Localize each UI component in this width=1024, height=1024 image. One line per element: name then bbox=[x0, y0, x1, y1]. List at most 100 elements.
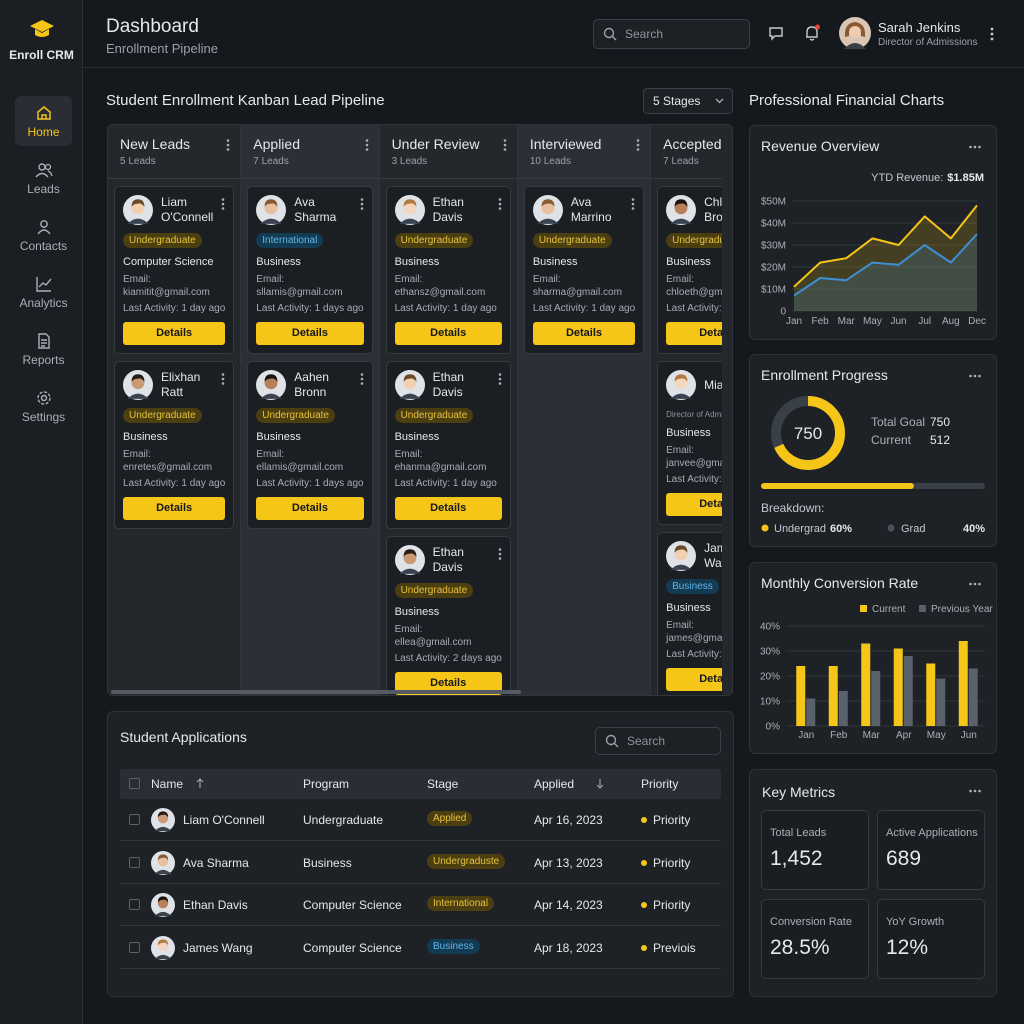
x-tick-label: Jan bbox=[786, 316, 802, 327]
notifications-icon[interactable] bbox=[802, 23, 822, 43]
lead-program: Business bbox=[666, 256, 711, 268]
more-menu[interactable] bbox=[968, 581, 982, 587]
stage-filter-label: 5 Stages bbox=[653, 94, 701, 108]
details-button[interactable]: Details bbox=[532, 322, 636, 345]
avatar-face bbox=[674, 201, 688, 215]
more-menu[interactable] bbox=[364, 138, 370, 152]
card-header: Mia Lee bbox=[666, 369, 722, 401]
details-button[interactable]: Details bbox=[123, 497, 226, 520]
search-box[interactable]: Search bbox=[593, 19, 750, 49]
more-menu[interactable] bbox=[497, 547, 503, 561]
applied-date: Apr 13, 2023 bbox=[534, 855, 603, 870]
row-checkbox[interactable] bbox=[129, 856, 140, 868]
bar bbox=[828, 666, 838, 726]
nav-home[interactable]: Home bbox=[15, 96, 72, 146]
more-menu[interactable] bbox=[968, 144, 982, 150]
details-button[interactable]: Details bbox=[256, 322, 364, 345]
more-menu[interactable] bbox=[359, 372, 365, 386]
avatar bbox=[666, 195, 697, 225]
user-role: Director of Admissions bbox=[878, 37, 978, 48]
details-button[interactable]: Details bbox=[394, 672, 502, 695]
applications-search[interactable]: Search bbox=[595, 727, 721, 755]
more-menu[interactable] bbox=[968, 373, 982, 379]
lead-program: Business bbox=[394, 606, 440, 618]
lead-email: Email: chloeth@gmail.com bbox=[666, 274, 722, 298]
details-button[interactable]: Details bbox=[394, 497, 502, 520]
avatar-hair bbox=[131, 374, 145, 382]
more-menu[interactable] bbox=[220, 372, 226, 386]
lead-card: Elixhan Ratt Undergraduate Business Email: … bbox=[114, 361, 235, 529]
dot bbox=[973, 145, 977, 149]
more-menu[interactable] bbox=[225, 138, 231, 152]
x-tick-label: May bbox=[927, 730, 946, 741]
card-header: Ethan Davis bbox=[394, 369, 502, 401]
details-button[interactable]: Details bbox=[123, 322, 226, 345]
avatar-body bbox=[154, 869, 172, 874]
applied-date: Apr 14, 2023 bbox=[534, 898, 603, 912]
column-heading[interactable]: Priority bbox=[641, 777, 679, 791]
column-heading[interactable]: Stage bbox=[427, 777, 459, 791]
applicant-name: Liam O'Connell bbox=[183, 813, 265, 827]
more-menu[interactable] bbox=[502, 138, 508, 152]
avatar-face bbox=[674, 376, 688, 390]
lead-activity: Last Activity: 1 day ago bbox=[394, 303, 497, 314]
current-value: 512 bbox=[930, 433, 950, 447]
user-name: Sarah Jenkins bbox=[878, 20, 961, 35]
nav-settings[interactable]: Settings bbox=[15, 381, 72, 431]
card-header: Aahen Bronn bbox=[256, 369, 363, 401]
lead-activity: Last Activity: 1 day ago bbox=[394, 478, 497, 489]
scrollbar[interactable] bbox=[111, 690, 521, 694]
dot bbox=[365, 139, 368, 142]
select-all[interactable] bbox=[129, 778, 140, 789]
details-button[interactable]: Details bbox=[394, 322, 502, 345]
details-button[interactable]: Details bbox=[256, 497, 364, 520]
revenue-panel: Revenue Overview YTD Revenue: $1.85M 0 $10M $… bbox=[749, 125, 997, 340]
user-avatar[interactable] bbox=[839, 17, 871, 49]
more-menu[interactable] bbox=[359, 197, 365, 211]
more-menu[interactable] bbox=[630, 197, 636, 211]
details-button[interactable]: Details bbox=[666, 493, 722, 516]
user-menu[interactable] bbox=[988, 26, 996, 42]
column-heading[interactable]: Program bbox=[303, 777, 350, 791]
row-checkbox[interactable] bbox=[129, 941, 140, 953]
kanban-column: Accepted 7 Leads Chloe Brown Undergraduate B… bbox=[651, 125, 722, 695]
column-heading[interactable]: Name bbox=[151, 777, 184, 791]
stage-pill: Applied bbox=[427, 811, 473, 826]
more-menu[interactable] bbox=[497, 197, 503, 211]
row-checkbox[interactable] bbox=[129, 814, 140, 825]
more-menu[interactable] bbox=[220, 197, 226, 211]
lead-name: Ava Sharma bbox=[294, 195, 337, 224]
nav-contacts[interactable]: Contacts bbox=[15, 210, 72, 260]
avatar-hair bbox=[157, 896, 169, 903]
more-menu[interactable] bbox=[968, 788, 982, 794]
dot bbox=[360, 377, 363, 381]
details-button[interactable]: Details bbox=[666, 668, 722, 691]
nav-reports[interactable]: Reports bbox=[15, 324, 72, 374]
nav-analytics[interactable]: Analytics bbox=[15, 267, 72, 317]
lead-card: Ava Sharma International Business Email: sl… bbox=[247, 186, 373, 354]
card-header: Liam O'Connell bbox=[123, 194, 225, 226]
lead-tag: Undergraduate bbox=[394, 408, 474, 423]
nav-leads[interactable]: Leads bbox=[15, 153, 72, 203]
lead-tag: Undergraduate bbox=[394, 233, 474, 248]
lead-card: Mia Lee Director of Admissions Business Ema… bbox=[657, 361, 722, 525]
row-checkbox[interactable] bbox=[129, 899, 140, 910]
lead-card: Ethan Davis Undergraduate Business Email: e… bbox=[385, 536, 511, 695]
header: Dashboard Enrollment Pipeline Search Sar… bbox=[84, 0, 1024, 68]
avatar-body bbox=[537, 218, 559, 224]
column-heading[interactable]: Applied bbox=[534, 777, 575, 791]
more-menu[interactable] bbox=[635, 138, 641, 152]
more-menu[interactable] bbox=[497, 372, 503, 386]
column-header: Interviewed 10 Leads bbox=[517, 125, 651, 179]
arrow bbox=[596, 779, 604, 789]
avatar-face bbox=[541, 201, 555, 215]
series-line bbox=[793, 233, 978, 297]
donut-arc bbox=[771, 396, 845, 470]
messages-icon[interactable] bbox=[768, 25, 786, 43]
charts-title: Professional Financial Charts bbox=[749, 92, 945, 109]
stage-filter[interactable]: 5 Stages bbox=[643, 88, 733, 114]
series-line bbox=[793, 204, 978, 288]
details-button[interactable]: Details bbox=[666, 322, 722, 345]
lead-tag: Undergraduate bbox=[123, 233, 202, 248]
brand: Enroll CRM bbox=[9, 48, 74, 62]
